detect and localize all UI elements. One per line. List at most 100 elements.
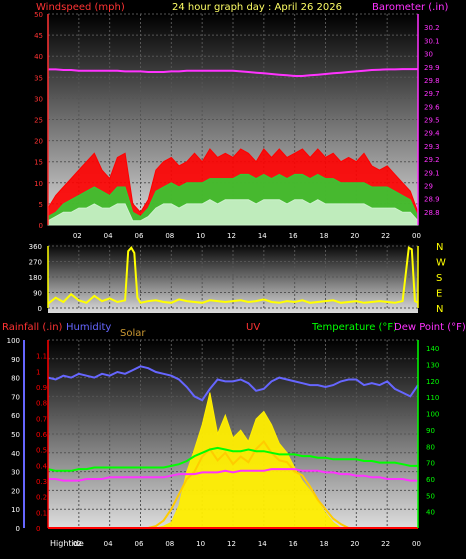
x-tick-label: 18 [320, 232, 329, 240]
rainfall-tick-label: 0.2 [36, 494, 47, 502]
temperature-tick-label: 40 [426, 509, 435, 517]
right-tick-label: 28.8 [424, 209, 440, 217]
temperature-tick-label: 130 [426, 362, 439, 370]
right-tick-label: 29.2 [424, 156, 440, 164]
barometer-axis-title: Barometer (.in) [372, 2, 448, 13]
series-marks [47, 365, 419, 529]
humidity-tick-label: 70 [11, 393, 20, 401]
temperature-tick-label: 50 [426, 492, 435, 500]
rainfall-tick-label: 0.3 [36, 478, 47, 486]
rainfall-tick-label: 1.1 [36, 353, 47, 361]
x-tick-label: 16 [289, 540, 298, 548]
left-tick-label: 270 [29, 259, 42, 267]
hightide-label: Hightide [50, 539, 84, 548]
right-tick-label: 29.3 [424, 143, 440, 151]
left-tick-label: 45 [34, 32, 43, 40]
left-tick-label: 15 [34, 159, 43, 167]
right-tick-label: 30.1 [424, 37, 440, 45]
uv-legend: UV [246, 322, 260, 333]
dewpoint-axis-title: Dew Point (°F) [394, 322, 466, 333]
left-tick-label: 10 [34, 180, 43, 188]
temperature-line [47, 446, 418, 472]
humidity-tick-label: 10 [11, 506, 20, 514]
right-tick-label: 29.6 [424, 103, 440, 111]
wind-barometer-panel: 0 5 10 15 20 25 30 35 40 45 50 28.8 28.9 29 29.1 29.2 29… [34, 11, 440, 240]
x-tick-label: 22 [381, 232, 390, 240]
x-tick-label: 04 [104, 232, 113, 240]
humidity-legend: Humidity [66, 322, 111, 333]
x-tick-label: 06 [135, 540, 144, 548]
temperature-tick-label: 90 [426, 427, 435, 435]
rainfall-tick-label: 1 [36, 368, 40, 376]
left-tick-label: 30 [34, 95, 43, 103]
wind-direction-panel: 0 N 90 E 180 S 270 W 360 N [29, 242, 446, 315]
temperature-axis-title: Temperature (°F) [311, 322, 397, 333]
right-tick-label: 29.5 [424, 117, 440, 125]
x-tick-label: 00 [412, 232, 421, 240]
windspeed-axis-title: Windspeed (mph) [36, 2, 125, 13]
left-tick-label: 90 [33, 290, 42, 298]
right-tick-label: 29.4 [424, 130, 440, 138]
left-tick-label: 360 [29, 243, 42, 251]
wind-direction-line [47, 245, 419, 305]
right-tick-label: 29.8 [424, 77, 440, 85]
x-tick-label: 22 [381, 540, 390, 548]
solar-legend: Solar [120, 328, 146, 339]
series-marks [47, 245, 419, 305]
rainfall-tick-label: 0.8 [36, 400, 47, 408]
x-tick-label: 02 [73, 540, 82, 548]
compass-label: E [436, 289, 442, 300]
x-tick-label: 08 [165, 232, 174, 240]
temperature-tick-label: 70 [426, 460, 435, 468]
barometer-line [48, 68, 418, 77]
right-tick-label: 30.2 [424, 24, 440, 32]
rainfall-tick-label: 0.4 [36, 462, 48, 470]
compass-label: N [436, 242, 443, 253]
rainfall-axis-title: Rainfall (.in) [2, 322, 63, 333]
rainfall-tick-label: 0.7 [36, 415, 47, 423]
right-tick-label: 28.9 [424, 196, 440, 204]
left-tick-label: 0 [39, 222, 43, 230]
x-tick-label: 14 [258, 540, 267, 548]
humidity-tick-label: 30 [11, 469, 20, 477]
rainfall-tick-label: 0 [36, 525, 40, 533]
left-tick-label: 0 [38, 305, 42, 313]
rainfall-tick-label: 0.9 [36, 384, 47, 392]
dewpoint-line [48, 468, 418, 482]
series-marks [47, 68, 419, 226]
right-tick-label: 29.1 [424, 169, 440, 177]
humidity-line [47, 365, 419, 402]
left-tick-label: 40 [34, 53, 43, 61]
humidity-tick-label: 50 [11, 431, 20, 439]
temperature-tick-label: 80 [426, 443, 435, 451]
temperature-tick-label: 120 [426, 378, 439, 386]
humidity-tick-label: 40 [11, 450, 20, 458]
right-tick-label: 29.9 [424, 64, 440, 72]
tick-labels: 010203040506070809010000.10.20.30.40.50.… [7, 337, 440, 548]
humidity-tick-label: 60 [11, 412, 20, 420]
x-tick-label: 14 [258, 232, 267, 240]
humidity-tick-label: 90 [11, 356, 20, 364]
x-tick-label: 20 [350, 232, 359, 240]
x-tick-label: 02 [73, 232, 82, 240]
x-tick-label: 06 [135, 232, 144, 240]
x-tick-label: 08 [165, 540, 174, 548]
right-tick-label: 29 [424, 182, 433, 190]
humidity-temperature-panel: 010203040506070809010000.10.20.30.40.50.… [7, 337, 440, 548]
temperature-tick-label: 100 [426, 411, 439, 419]
left-tick-label: 20 [34, 138, 43, 146]
humidity-tick-label: 20 [11, 487, 20, 495]
left-tick-label: 35 [34, 74, 43, 82]
compass-label: N [436, 304, 443, 315]
x-tick-label: 10 [196, 540, 205, 548]
left-tick-label: 50 [34, 11, 43, 19]
chart-title: 24 hour graph day : April 26 2026 [172, 2, 342, 13]
x-tick-label: 16 [289, 232, 298, 240]
x-tick-label: 04 [104, 540, 113, 548]
right-tick-label: 29.7 [424, 90, 440, 98]
tick-labels: 0 N 90 E 180 S 270 W 360 N [29, 242, 446, 315]
gridlines [48, 245, 419, 309]
wind-minimum-area [47, 199, 419, 226]
humidity-tick-label: 0 [16, 525, 20, 533]
